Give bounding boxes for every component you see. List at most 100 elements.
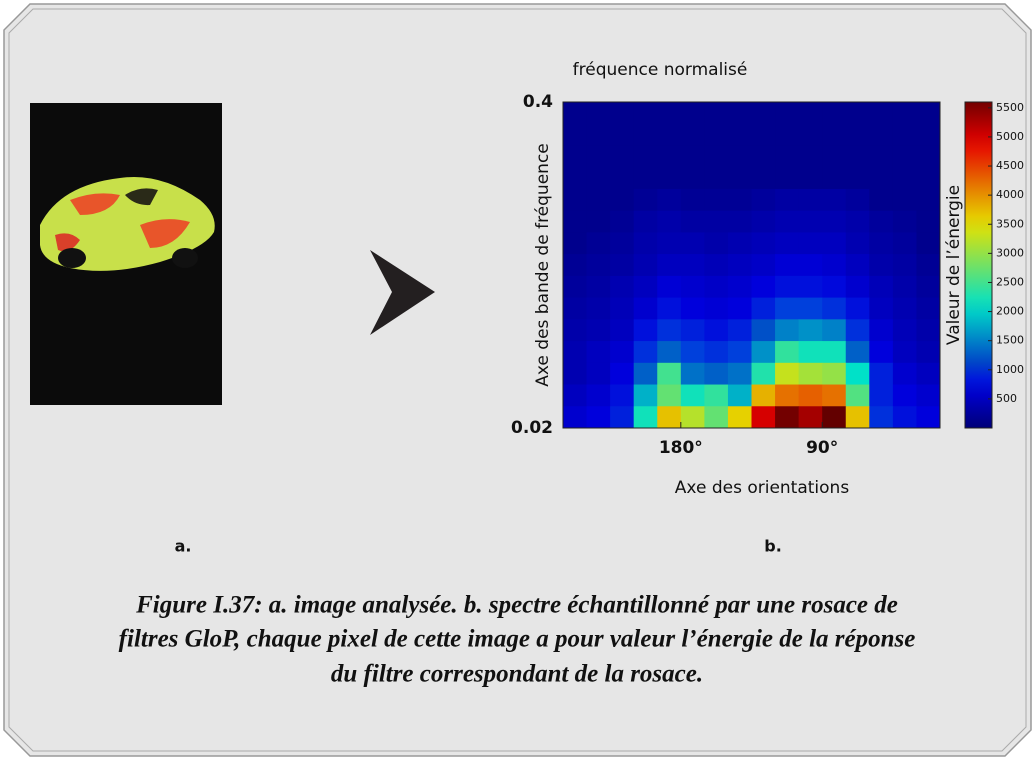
heatmap-cell (727, 384, 752, 407)
heatmap-cell (892, 102, 917, 125)
heatmap-cell (657, 362, 682, 386)
heatmap-cell (822, 102, 847, 125)
y-axis-label: Axe des bande de fréquence (533, 143, 553, 387)
heatmap-cell (869, 145, 894, 168)
heatmap-cell (892, 232, 917, 255)
heatmap-cell (869, 102, 894, 125)
heatmap-cell (727, 341, 752, 364)
colorbar-tick-label: 5000 (996, 130, 1024, 143)
plot-border (562, 101, 941, 429)
heatmap-cell (798, 210, 823, 233)
heatmap-cell (680, 362, 705, 386)
y-tick-label: 0.4 (523, 92, 553, 112)
heatmap-cell (916, 341, 941, 364)
heatmap-cell (798, 297, 823, 320)
heatmap-cell (727, 319, 752, 342)
heatmap-cell (610, 341, 635, 364)
heatmap-cell (633, 254, 658, 277)
heatmap-cell (892, 123, 917, 146)
heatmap-cell (586, 232, 611, 255)
heatmap-cell (892, 188, 917, 212)
heatmap-cell (869, 123, 894, 146)
heatmap-cell (657, 384, 682, 407)
heatmap-cell (680, 232, 705, 255)
heatmap-cell (586, 210, 611, 233)
heatmap-cell (657, 254, 682, 277)
heatmap-cell (845, 254, 870, 277)
heatmap-cell (798, 384, 823, 407)
heatmap-cell (916, 232, 941, 255)
heatmap-cell (610, 123, 635, 146)
heatmap-cell (586, 167, 611, 190)
heatmap-cell (586, 341, 611, 364)
heatmap-cell (822, 319, 847, 342)
heatmap-cell (822, 254, 847, 277)
heatmap-cell (751, 406, 776, 429)
heatmap-cell (727, 297, 752, 320)
colorbar-tick-label: 1000 (996, 363, 1024, 376)
heatmap-cell (892, 254, 917, 277)
heatmap-cell (845, 145, 870, 168)
heatmap-cell (798, 362, 823, 386)
heatmap-cell (869, 254, 894, 277)
heatmap-cell (916, 123, 941, 146)
heatmap-cell (610, 102, 635, 125)
heatmap-cell (845, 384, 870, 407)
heatmap-cell (869, 167, 894, 190)
heatmap-cell (586, 275, 611, 299)
heatmap-cell (892, 384, 917, 407)
arrow (370, 250, 435, 335)
heatmap-cell (680, 384, 705, 407)
heatmap-cell (680, 145, 705, 168)
heatmap-cell (633, 319, 658, 342)
heatmap-cell (727, 406, 752, 429)
heatmap-cell (563, 123, 588, 146)
heatmap-cell (586, 406, 611, 429)
heatmap-cell (657, 275, 682, 299)
heatmap-cell (892, 167, 917, 190)
heatmap-cell (775, 232, 800, 255)
heatmap-cell (727, 167, 752, 190)
heatmap-cell (845, 341, 870, 364)
heatmap-cell (822, 275, 847, 299)
heatmap-cell (657, 102, 682, 125)
heatmap-cell (798, 319, 823, 342)
panel-label: a. (175, 537, 192, 556)
heatmap-cell (775, 319, 800, 342)
heatmap-cell (798, 341, 823, 364)
colorbar-tick-label: 500 (996, 392, 1017, 405)
heatmap-cell (798, 254, 823, 277)
heatmap-cell (727, 275, 752, 299)
heatmap-cell (751, 254, 776, 277)
heatmap-cell (892, 145, 917, 168)
heatmap-cell (657, 188, 682, 212)
heatmap-plot: 180° 90° 0.4 0.02 500 1000 1500 2000 2500 3000 350… (511, 92, 1024, 458)
heatmap-cell (775, 362, 800, 386)
heatmap-cell (869, 341, 894, 364)
heatmap-cell (586, 254, 611, 277)
y-tick-label: 0.02 (511, 418, 553, 438)
heatmap-cell (892, 210, 917, 233)
heatmap-cell (704, 145, 729, 168)
heatmap-cell (563, 275, 588, 299)
heatmap-cell (869, 297, 894, 320)
heatmap-cell (869, 188, 894, 212)
heatmap-cell (916, 297, 941, 320)
heatmap-cell (563, 188, 588, 212)
heatmap-cell (751, 145, 776, 168)
chart-title: fréquence normalisé (573, 60, 748, 80)
heatmap-cell (610, 145, 635, 168)
heatmap-cell (633, 167, 658, 190)
heatmap-cell (845, 167, 870, 190)
heatmap-cell (751, 102, 776, 125)
heatmap-cell (704, 319, 729, 342)
heatmap-cell (751, 319, 776, 342)
heatmap-cell (822, 384, 847, 407)
panel-label: b. (764, 537, 782, 556)
heatmap-cell (751, 297, 776, 320)
x-tick-label: 180° (659, 438, 703, 458)
heatmap-cell (822, 406, 847, 429)
heatmap-cell (916, 319, 941, 342)
heatmap-cell (563, 167, 588, 190)
